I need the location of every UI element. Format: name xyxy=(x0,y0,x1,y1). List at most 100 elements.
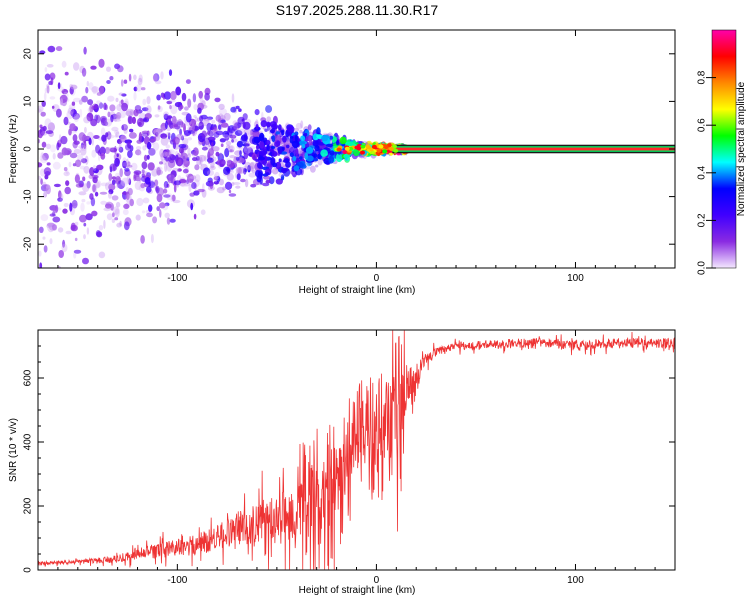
spectrogram-cell xyxy=(210,141,214,150)
spectrogram-cell xyxy=(108,179,112,188)
spectrogram-cell xyxy=(69,202,73,212)
spectrogram-cell xyxy=(38,175,42,180)
spectrogram-cell xyxy=(154,179,159,187)
spectrogram-cell xyxy=(104,147,110,154)
snr-x-tick-label: 0 xyxy=(374,575,380,586)
spectrogram-cell xyxy=(234,122,242,129)
spectrogram-cell xyxy=(121,102,128,112)
spectrogram-cell xyxy=(247,147,254,157)
spectrogram-cell xyxy=(378,144,384,149)
spectrogram-cell xyxy=(114,134,118,138)
spectrogram-cell xyxy=(40,214,49,222)
spectrogram-cell xyxy=(371,144,377,149)
spectrogram-cell xyxy=(114,114,121,119)
spectrogram-cell xyxy=(146,141,152,150)
spectrogram-cell xyxy=(137,77,143,86)
spectrogram-cell xyxy=(227,125,230,134)
spectrogram-cell xyxy=(121,125,125,131)
spectrogram-cell xyxy=(207,130,211,135)
spectrogram-cell xyxy=(62,239,66,248)
spectrogram-cell xyxy=(160,152,164,158)
spectrogram-cell xyxy=(45,185,51,195)
spectrogram-cell xyxy=(185,79,191,84)
spectrogram-cell xyxy=(304,152,309,161)
spectrogram-cell xyxy=(235,105,240,110)
spectrogram-cell xyxy=(166,173,174,181)
spectrogram-cell xyxy=(182,168,189,174)
spectrogram-cell xyxy=(51,105,55,109)
spectrogram-cell xyxy=(82,257,89,265)
spectrogram-cell xyxy=(148,148,156,156)
snr-panel: -100 0 100 0 200 400 600 Height of straight li… xyxy=(8,329,676,596)
spectrogram-cell xyxy=(40,178,43,185)
spectrogram-cell xyxy=(265,172,270,176)
spectrogram-cell xyxy=(121,162,130,167)
spectrogram-cell xyxy=(81,198,86,203)
spectrogram-cell xyxy=(212,146,220,152)
spectrogram-cell xyxy=(81,95,88,103)
spectrogram-cell xyxy=(57,227,64,233)
spectrogram-cell xyxy=(156,167,161,176)
spectrogram-cell xyxy=(219,114,226,121)
spectrogram-cell xyxy=(194,174,201,183)
spectrogram-cell xyxy=(185,113,192,123)
colorbar-tick-label: 0.2 xyxy=(697,213,708,227)
spectrogram-cell xyxy=(134,176,142,182)
spectrogram-cell xyxy=(70,222,76,231)
spectrogram-cell xyxy=(277,124,282,131)
spectrogram-cell xyxy=(123,221,130,231)
spectrogram-cell xyxy=(65,230,72,235)
spectrogram-cell xyxy=(199,156,203,166)
spectrogram-cell xyxy=(170,104,178,115)
spectrogram-cell xyxy=(204,155,208,162)
spectrogram-cell xyxy=(123,203,130,209)
spectrogram-cell xyxy=(85,213,93,221)
spectrogram-cell xyxy=(82,158,86,164)
spectrogram-cell xyxy=(58,250,64,258)
spectrogram-cell xyxy=(87,131,94,141)
spectrogram-cell xyxy=(116,146,122,152)
spectrogram-cell xyxy=(142,197,150,204)
spectrogram-cell xyxy=(169,218,176,223)
spectrogram-cell xyxy=(310,165,316,173)
spectrogram-cell xyxy=(165,144,171,149)
snr-plot-area xyxy=(38,330,675,570)
spectrogram-cell xyxy=(215,151,220,157)
spectrogram-cell xyxy=(55,46,63,52)
colorbar-tick-label: 0.4 xyxy=(697,165,708,179)
spectrogram-y-axis-title: Frequency (Hz) xyxy=(8,115,19,184)
spectrogram-cell xyxy=(218,119,222,126)
snr-x-axis-title: Height of straight line (km) xyxy=(299,585,416,596)
spectrogram-cell xyxy=(294,134,298,143)
spectrogram-cell xyxy=(106,80,111,84)
snr-y-tick-label: 0 xyxy=(23,567,34,573)
spectrogram-cell xyxy=(96,92,102,96)
spectrogram-cell xyxy=(140,87,146,91)
spectrogram-cell xyxy=(163,194,171,198)
spectrogram-cell xyxy=(255,158,260,162)
spectrogram-cell xyxy=(259,150,267,156)
spectrogram-cell xyxy=(73,148,81,154)
spectrogram-cell xyxy=(190,202,194,211)
spectrogram-cell xyxy=(388,146,394,151)
spectrogram-cell xyxy=(172,119,179,125)
spectrogram-cell xyxy=(213,174,218,183)
spectrogram-cell xyxy=(329,135,334,140)
spectrogram-cell xyxy=(94,191,99,197)
spectrogram-cell xyxy=(166,162,173,172)
spectrogram-cell xyxy=(231,139,235,143)
spectrogram-cell xyxy=(193,150,199,156)
spectrogram-cell xyxy=(83,222,87,227)
spectrogram-cell xyxy=(78,99,83,105)
spectrogram-x-tick-label: 0 xyxy=(374,273,380,284)
spectrogram-cell xyxy=(146,186,152,193)
spectrogram-cell xyxy=(211,146,220,152)
spectrogram-cell xyxy=(171,115,177,125)
spectrogram-cell xyxy=(184,181,191,187)
spectrogram-cell xyxy=(82,183,90,193)
spectrogram-cell xyxy=(251,169,256,174)
spectrogram-cell xyxy=(155,80,162,85)
spectrogram-cell xyxy=(150,138,155,143)
spectrogram-cell xyxy=(200,209,206,215)
spectrogram-cell xyxy=(101,134,107,142)
